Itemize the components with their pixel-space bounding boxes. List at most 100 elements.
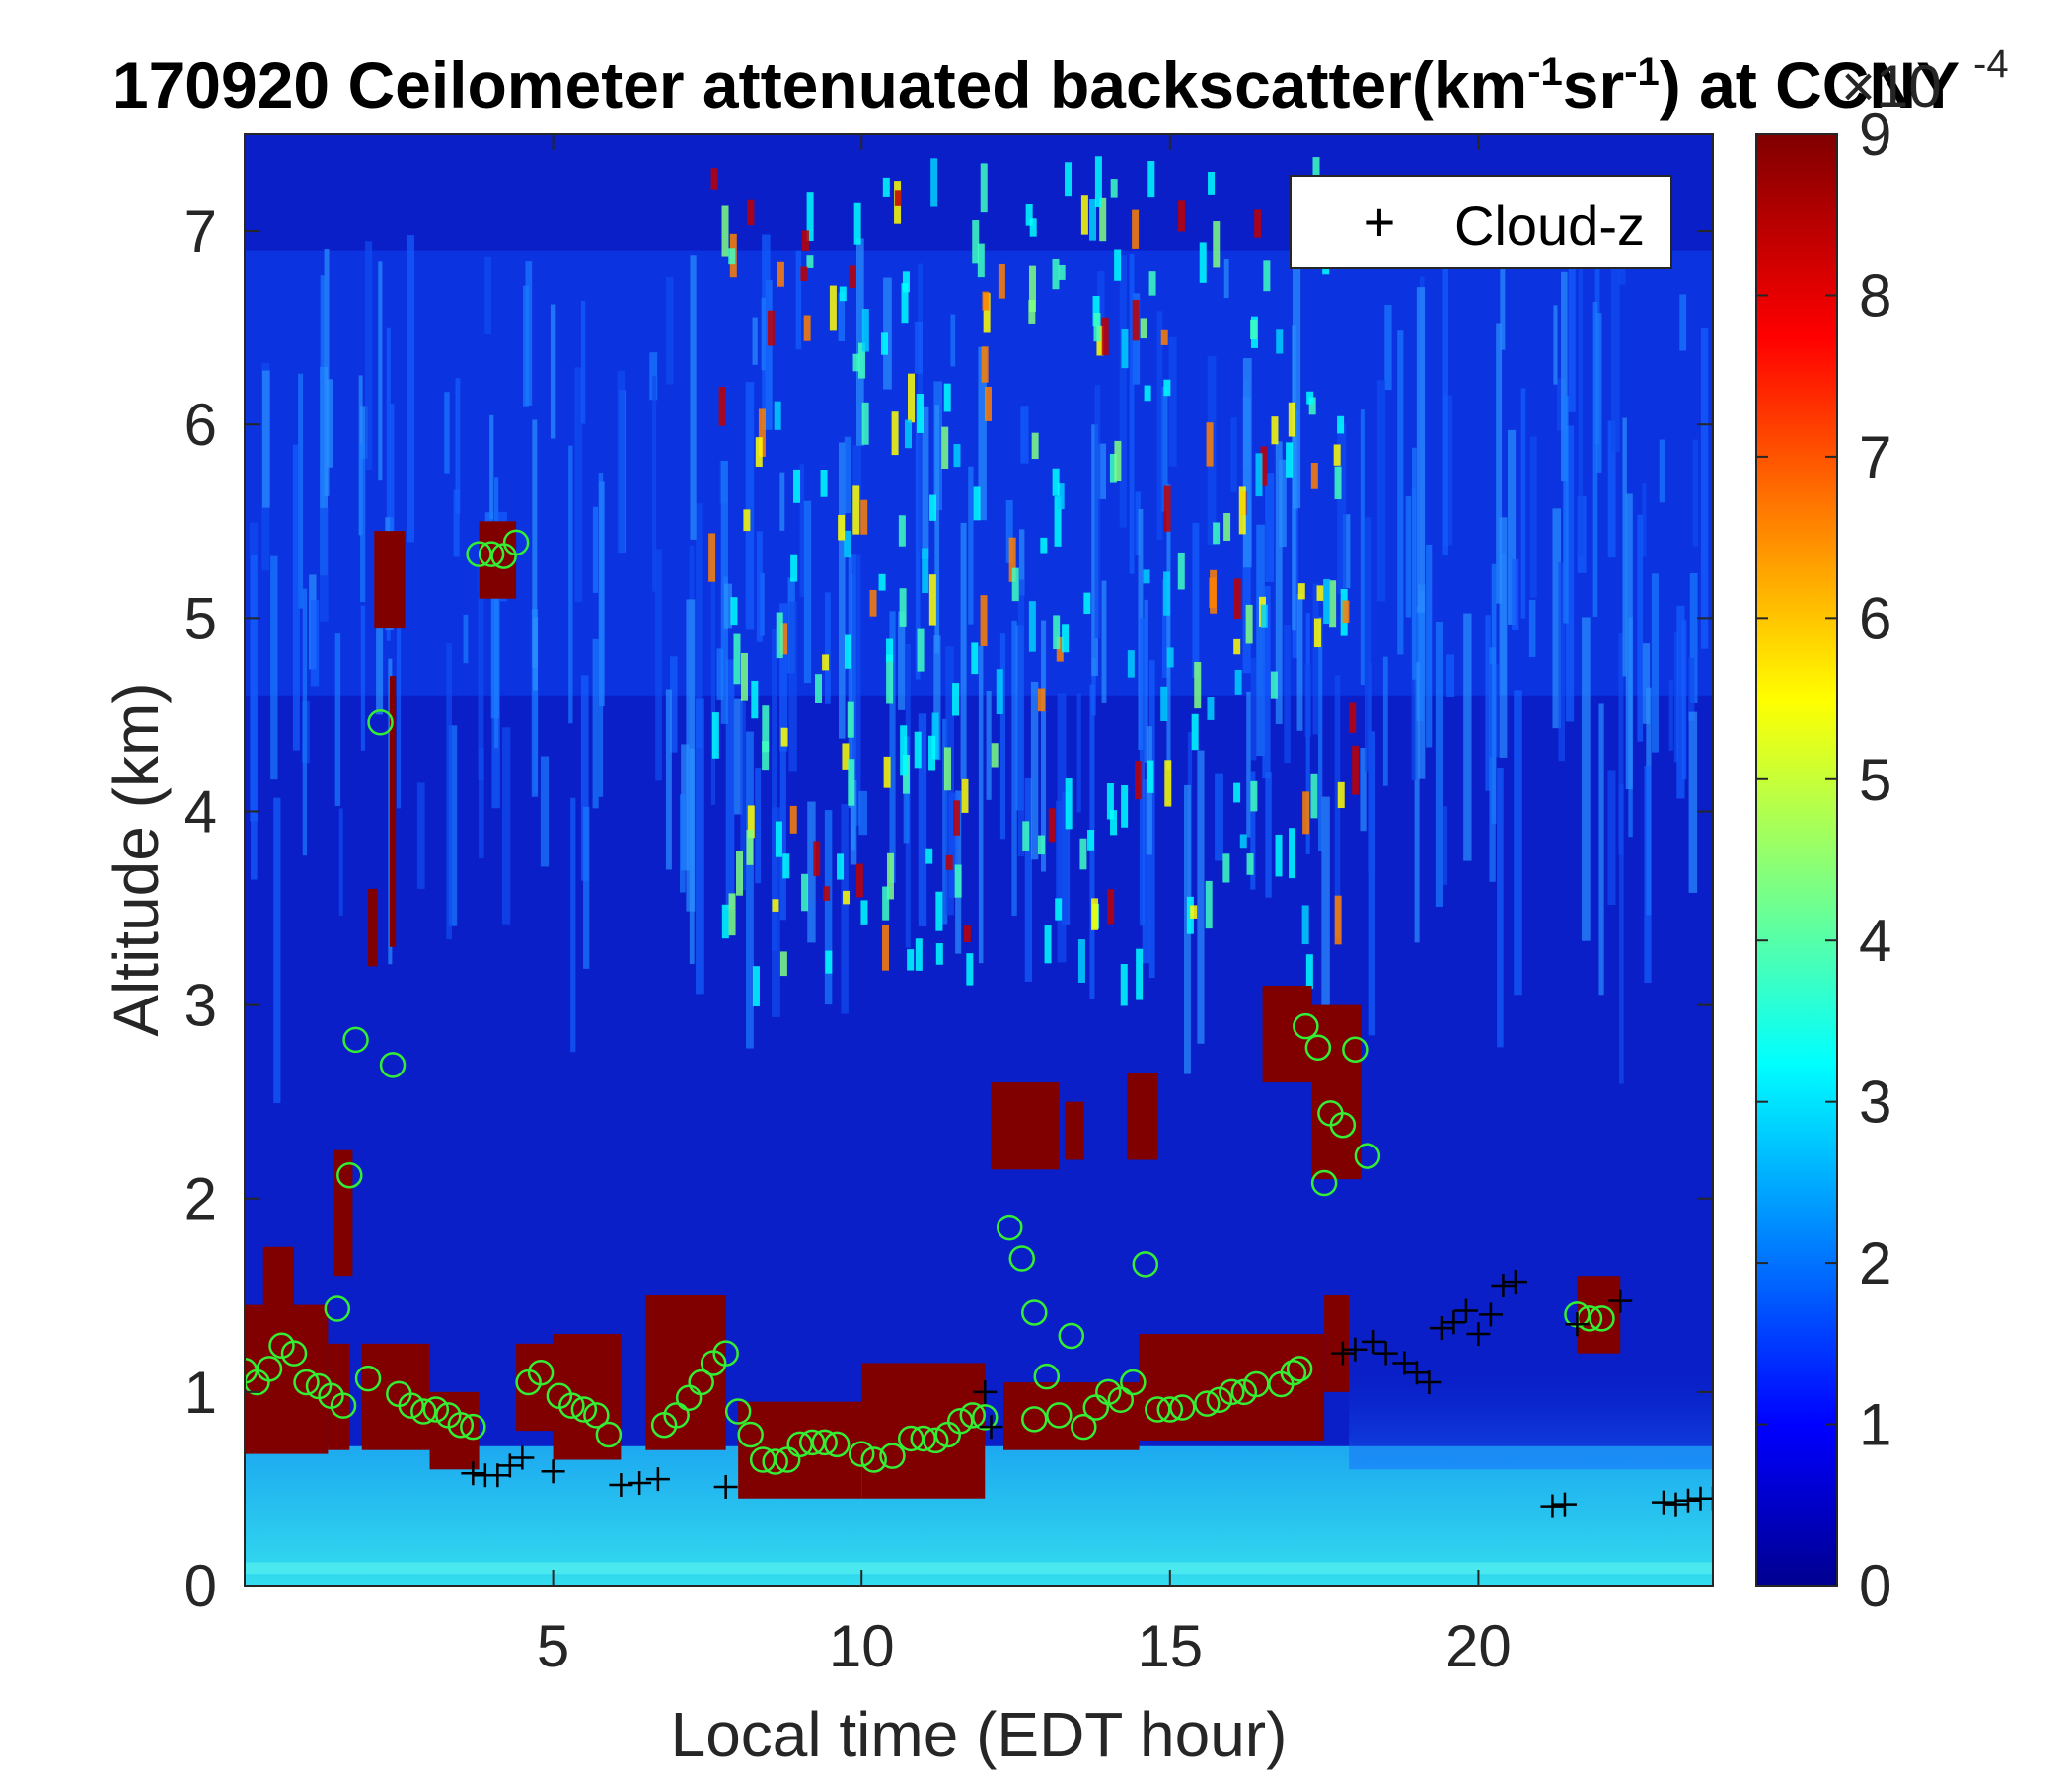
texture-streak [1485, 615, 1491, 791]
cloud-z-marker [1466, 1322, 1491, 1347]
backscatter-speckle [718, 387, 726, 426]
cloud-z-marker [1362, 1329, 1386, 1354]
texture-streak [795, 250, 802, 350]
texture-streak [844, 436, 851, 514]
backscatter-speckle [980, 595, 988, 646]
colorbar-tick-label: 0 [1859, 1553, 1891, 1619]
cloud-base-circle [1120, 1369, 1147, 1396]
cloud-z-marker [609, 1473, 633, 1498]
backscatter-speckle [998, 263, 1005, 299]
texture-streak [1700, 327, 1709, 649]
texture-streak [1446, 654, 1455, 698]
texture-streak [1500, 248, 1506, 350]
backscatter-speckle [928, 735, 936, 771]
texture-streak [1129, 254, 1135, 574]
texture-streak [531, 609, 539, 797]
backscatter-speckle [1094, 156, 1102, 208]
backscatter-speckle [1313, 618, 1321, 648]
texture-streak [1041, 620, 1047, 872]
texture-streak [1317, 617, 1323, 851]
cloud-base-circle [379, 1052, 407, 1078]
backscatter-speckle [1289, 828, 1296, 879]
texture-streak [1414, 662, 1420, 943]
texture-streak [918, 713, 927, 926]
backscatter-speckle [1052, 468, 1060, 496]
backscatter-speckle [1056, 636, 1064, 662]
backscatter-speckle [1132, 209, 1140, 249]
texture-streak [1565, 425, 1575, 722]
cloud-z-marker [1701, 1486, 1713, 1511]
texture-streak [448, 725, 458, 926]
backscatter-speckle [1199, 242, 1207, 283]
backscatter-speckle [1297, 583, 1305, 600]
backscatter-speckle [1164, 760, 1172, 807]
texture-streak [1284, 624, 1291, 764]
backscatter-speckle [1245, 604, 1253, 644]
backscatter-speckle [774, 401, 781, 430]
cloud-base-circle [336, 1161, 363, 1189]
cloud-z-marker [1442, 1310, 1466, 1335]
backscatter-speckle [1255, 453, 1263, 497]
cloud-base-circle [712, 1340, 739, 1367]
backscatter-speckle [908, 373, 916, 423]
y-tick-label: 7 [185, 198, 217, 264]
cloud-z-marker [713, 1474, 738, 1499]
texture-streak [1443, 806, 1448, 885]
cloud-z-marker [1343, 1337, 1368, 1362]
texture-streak [666, 277, 674, 385]
saturated-cloud-block [245, 1304, 329, 1454]
backscatter-speckle [907, 949, 915, 971]
texture-streak [1030, 681, 1039, 860]
backscatter-speckle [1210, 569, 1218, 614]
backscatter-speckle [849, 265, 856, 288]
cloud-base-circle [1021, 1299, 1048, 1326]
y-tick-label: 6 [185, 392, 217, 458]
backscatter-speckle [1323, 579, 1331, 625]
texture-streak [592, 506, 599, 593]
cloud-z-marker [1491, 1273, 1516, 1297]
backscatter-speckle [803, 315, 811, 341]
backscatter-speckle [952, 683, 960, 716]
backscatter-speckle [855, 863, 863, 898]
texture-streak [360, 605, 366, 751]
backscatter-speckle [973, 486, 981, 521]
texture-streak [1642, 483, 1647, 557]
texture-streak [479, 747, 484, 859]
backscatter-speckle [1092, 296, 1100, 327]
texture-streak [1139, 617, 1146, 926]
backscatter-speckle [1148, 271, 1156, 296]
texture-streak [1292, 267, 1301, 508]
backscatter-speckle [755, 437, 763, 467]
y-tick-label: 4 [185, 778, 217, 845]
backscatter-speckle [1121, 784, 1129, 828]
backscatter-speckle [943, 747, 951, 791]
texture-streak [1514, 690, 1522, 996]
backscatter-speckle [931, 712, 939, 760]
backscatter-speckle [762, 705, 770, 753]
backscatter-speckle [1178, 200, 1186, 232]
backscatter-speckle [779, 951, 787, 977]
texture-streak [484, 256, 492, 334]
backscatter-speckle [782, 853, 790, 879]
texture-streak [444, 392, 450, 474]
backscatter-speckle [1083, 592, 1091, 614]
texture-streak [617, 370, 626, 554]
backscatter-speckle [935, 943, 943, 965]
backscatter-speckle [902, 271, 910, 293]
texture-streak [745, 382, 755, 630]
cloud-base-circle [1589, 1305, 1615, 1332]
cloud-z-marker [645, 1467, 670, 1492]
texture-streak [1135, 491, 1141, 555]
texture-streak [1094, 385, 1101, 639]
backscatter-speckle [823, 886, 831, 901]
backscatter-speckle [1213, 522, 1221, 545]
texture-streak [1651, 573, 1659, 753]
texture-streak [1360, 409, 1365, 686]
backscatter-speckle [882, 886, 890, 921]
texture-streak [568, 445, 573, 724]
cloud-base-circle [1071, 1413, 1097, 1441]
backscatter-speckle [991, 743, 999, 768]
cloud-base-circle [1033, 1363, 1061, 1390]
backscatter-speckle [1091, 898, 1099, 930]
